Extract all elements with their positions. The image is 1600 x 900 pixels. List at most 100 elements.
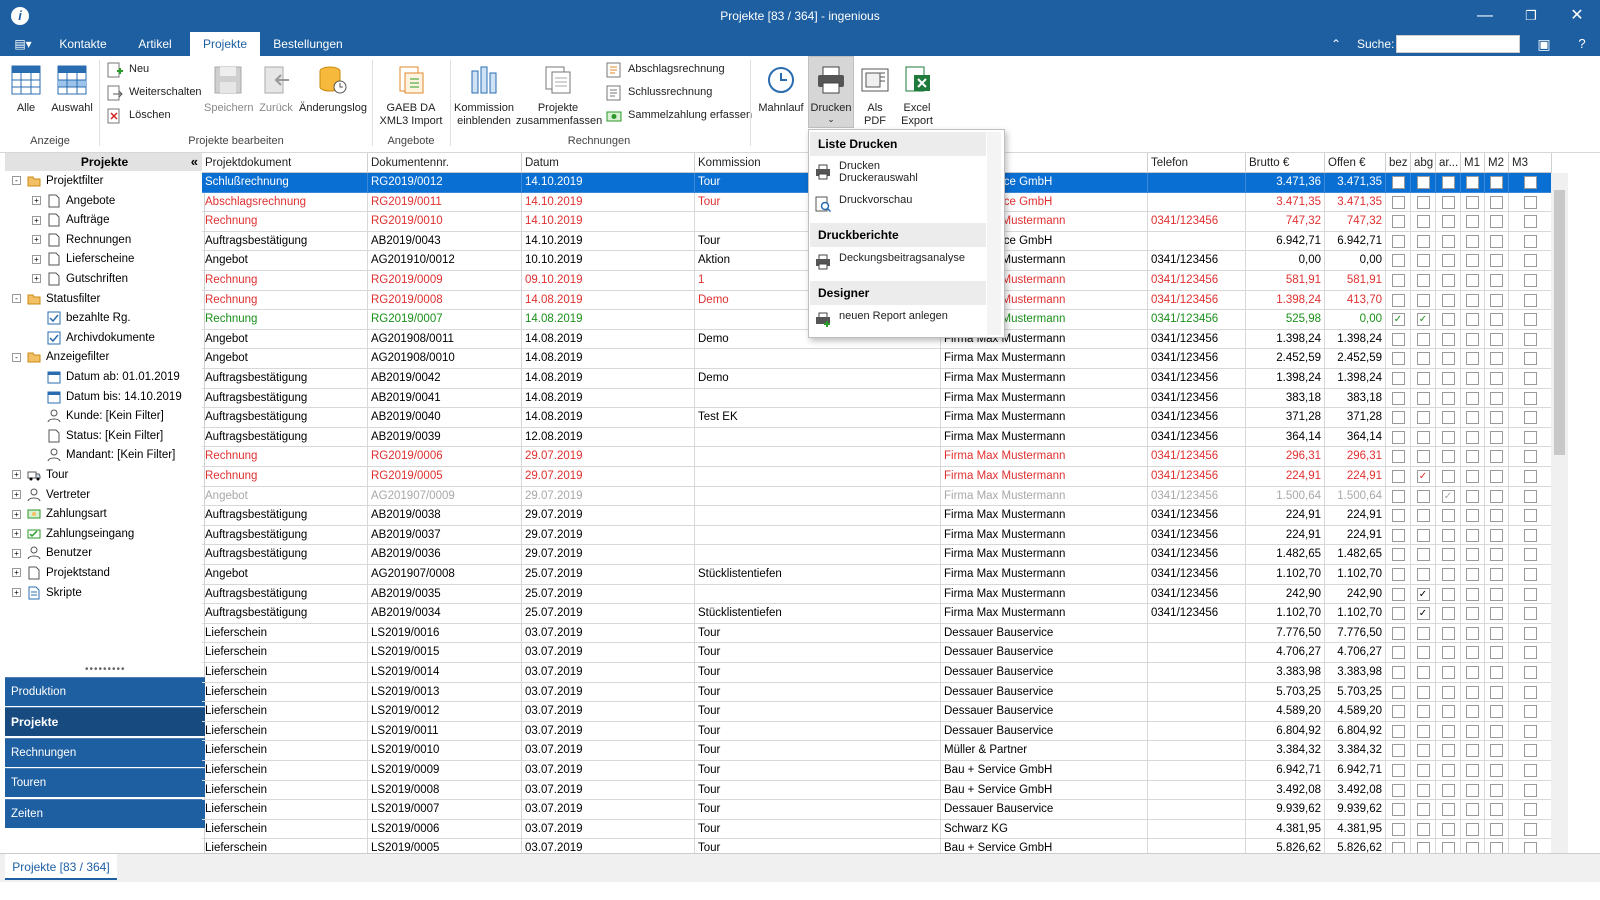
checkbox-m2[interactable] (1490, 705, 1503, 719)
tree-item-statusfilter[interactable]: - Statusfilter (12, 289, 100, 309)
table-row[interactable]: Lieferschein LS2019/0006 03.07.2019 Tour Sch… (202, 819, 1552, 840)
checkbox-m1[interactable] (1466, 254, 1479, 268)
checkbox-m3[interactable] (1523, 568, 1537, 581)
checkbox-m2[interactable] (1490, 489, 1503, 503)
checkbox-m3[interactable] (1523, 666, 1537, 679)
tab-kontakte[interactable]: Kontakte (59, 37, 107, 51)
tree-item-mandant-kein-filter[interactable]: Mandant: [Kein Filter] (32, 445, 175, 465)
checkbox-m3[interactable] (1523, 313, 1537, 327)
expand-icon[interactable]: + (12, 490, 21, 500)
table-row[interactable]: Auftragsbestätigung AB2019/0037 29.07.2019… (202, 525, 1552, 546)
partial-invoice-button[interactable]: Abschlagsrechnung (606, 60, 725, 80)
collective-payment-button[interactable]: Sammelzahlung erfassen (606, 106, 752, 126)
checkbox-m3[interactable] (1523, 372, 1537, 385)
checkbox-m1[interactable] (1466, 470, 1479, 483)
new-button[interactable]: Neu (107, 60, 149, 80)
checkbox-ar[interactable] (1441, 528, 1455, 542)
tree-item-lieferscheine[interactable]: + Lieferscheine (32, 249, 134, 269)
checkbox-ar[interactable] (1441, 215, 1455, 229)
checkbox-bez[interactable] (1391, 274, 1405, 287)
checkbox-m3[interactable] (1523, 509, 1537, 523)
checkbox-m2[interactable] (1490, 411, 1503, 425)
checkbox-m1[interactable] (1466, 176, 1479, 189)
checkbox-abg[interactable] (1416, 528, 1430, 542)
checkbox-ar[interactable] (1441, 705, 1455, 719)
checkbox-ar[interactable] (1441, 313, 1455, 327)
checkbox-m2[interactable] (1490, 528, 1503, 542)
tree-item-auftrage[interactable]: + Aufträge (32, 210, 109, 230)
checkbox-m2[interactable] (1490, 587, 1503, 601)
checkbox-ar[interactable] (1441, 176, 1455, 189)
checkbox-abg[interactable] (1416, 391, 1430, 405)
checkbox-ar[interactable] (1441, 391, 1455, 405)
expand-icon[interactable]: + (12, 509, 21, 519)
document-tab-projects[interactable]: Projekte [83 / 364] (5, 854, 117, 880)
checkbox-m1[interactable] (1466, 705, 1479, 719)
checkbox-bez[interactable] (1391, 391, 1405, 405)
col-ar-header[interactable]: ar... (1436, 153, 1461, 173)
checkbox-bez[interactable] (1391, 372, 1405, 385)
checkbox-bez[interactable] (1391, 548, 1405, 562)
checkbox-abg[interactable]: ✓ (1416, 470, 1430, 483)
tree-item-projektstand[interactable]: + Projektstand (12, 563, 110, 583)
checkbox-abg[interactable] (1416, 822, 1430, 836)
checkbox-m3[interactable] (1523, 724, 1537, 738)
expand-icon[interactable]: + (32, 235, 41, 245)
checkbox-m2[interactable] (1490, 293, 1503, 307)
checkbox-abg[interactable] (1416, 352, 1430, 366)
table-row[interactable]: Auftragsbestätigung AB2019/0038 29.07.2019… (202, 506, 1552, 526)
dunning-button[interactable]: Mahnlauf (756, 60, 806, 115)
checkbox-ar[interactable] (1441, 274, 1455, 287)
expand-icon[interactable]: + (32, 274, 41, 284)
checkbox-ar[interactable] (1441, 764, 1455, 777)
checkbox-ar[interactable] (1441, 411, 1455, 425)
checkbox-abg[interactable] (1416, 509, 1430, 523)
expand-icon[interactable]: + (32, 196, 41, 206)
checkbox-m3[interactable] (1523, 411, 1537, 425)
tree-item-archivdokumente[interactable]: Archivdokumente (32, 328, 155, 348)
checkbox-bez[interactable] (1391, 764, 1405, 777)
checkbox-m2[interactable] (1490, 372, 1503, 385)
checkbox-m3[interactable] (1523, 195, 1537, 209)
checkbox-ar[interactable] (1441, 470, 1455, 483)
checkbox-abg[interactable] (1416, 685, 1430, 699)
checkbox-bez[interactable] (1391, 332, 1405, 346)
checkbox-m2[interactable] (1490, 195, 1503, 209)
checkbox-bez[interactable] (1391, 822, 1405, 836)
checkbox-abg[interactable] (1416, 195, 1430, 209)
checkbox-bez[interactable] (1391, 176, 1405, 189)
menu-item-preview[interactable]: Druckvorschau (815, 194, 985, 212)
checkbox-abg[interactable] (1416, 176, 1430, 189)
checkbox-bez[interactable] (1391, 724, 1405, 738)
scrollbar-thumb[interactable] (1554, 190, 1565, 455)
collapse-sidebar-icon[interactable]: « (190, 154, 198, 169)
col-m1-header[interactable]: M1 (1461, 153, 1485, 173)
checkbox-m3[interactable] (1523, 822, 1537, 836)
table-row[interactable]: Rechnung RG2019/0006 29.07.2019 Firma Max M… (202, 447, 1552, 467)
tree-item-status-kein-filter[interactable]: Status: [Kein Filter] (32, 426, 163, 446)
nav-button-touren[interactable]: Touren (5, 768, 205, 798)
checkbox-ar[interactable] (1441, 293, 1455, 307)
checkbox-m2[interactable] (1490, 764, 1503, 777)
checkbox-m2[interactable] (1490, 803, 1503, 817)
checkbox-m2[interactable] (1490, 274, 1503, 287)
tree-item-angebote[interactable]: + Angebote (32, 191, 115, 211)
checkbox-m3[interactable] (1523, 783, 1537, 797)
checkbox-m1[interactable] (1466, 685, 1479, 699)
checkbox-abg[interactable] (1416, 372, 1430, 385)
checkbox-m1[interactable] (1466, 607, 1479, 621)
checkbox-bez[interactable] (1391, 705, 1405, 719)
collapse-icon[interactable]: - (12, 294, 21, 304)
checkbox-m3[interactable] (1523, 764, 1537, 777)
checkbox-m1[interactable] (1466, 568, 1479, 581)
table-row[interactable]: Auftragsbestätigung AB2019/0041 14.08.2019… (202, 388, 1552, 409)
checkbox-m1[interactable] (1466, 215, 1479, 229)
checkbox-m2[interactable] (1490, 313, 1503, 327)
back-button[interactable]: Zurück (256, 60, 296, 115)
checkbox-bez[interactable] (1391, 607, 1405, 621)
checkbox-m1[interactable] (1466, 724, 1479, 738)
merge-projects-button[interactable]: Projekte zusammenfassen (516, 60, 602, 128)
table-row[interactable]: Angebot AG201907/0008 25.07.2019 Stückliste… (202, 565, 1552, 585)
tree-item-benutzer[interactable]: + Benutzer (12, 543, 92, 563)
changelog-button[interactable]: Änderungslog (298, 60, 368, 115)
